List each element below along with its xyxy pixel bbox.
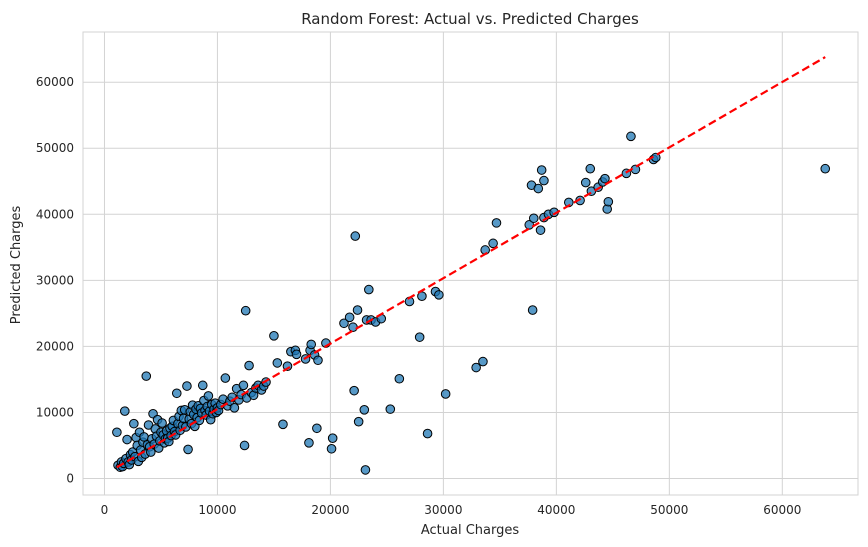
data-point [359,404,370,415]
data-point [414,332,425,342]
data-point [535,225,546,235]
data-point [229,403,240,413]
data-point [527,305,538,315]
data-point [536,165,547,175]
data-point [603,196,614,207]
data-point [600,173,610,184]
data-point [352,305,363,315]
data-point [488,238,498,249]
data-point [141,371,152,381]
data-point [491,218,502,228]
data-point [306,339,317,350]
data-point [820,163,831,174]
data-point [580,177,591,188]
data-point [171,388,182,399]
x-tick-label: 20000 [311,503,349,517]
data-point [304,438,314,448]
data-point [272,358,283,368]
x-tick-label: 10000 [198,503,236,517]
data-point [122,434,132,445]
data-point [278,419,288,430]
data-point [112,427,122,438]
x-tick-label: 30000 [424,503,462,517]
data-point [349,385,359,396]
y-tick-label: 30000 [36,273,74,287]
x-tick-label: 40000 [537,503,575,517]
data-point [183,444,193,455]
chart-title: Random Forest: Actual vs. Predicted Char… [301,10,639,28]
data-point [312,423,322,434]
data-point [220,373,231,383]
data-point [585,163,596,174]
x-tick-labels: 0 10000 20000 30000 40000 50000 60000 [101,503,802,517]
data-point [291,349,302,360]
x-tick-label: 60000 [763,503,801,517]
data-point [364,284,374,295]
y-tick-label: 10000 [36,405,74,419]
data-point [533,183,544,194]
data-point [440,389,451,399]
data-point [478,356,488,367]
data-point [326,443,337,454]
data-point [239,440,250,451]
data-point [157,418,167,428]
x-tick-label: 50000 [650,503,688,517]
y-tick-label: 40000 [36,207,74,221]
data-point [269,331,279,341]
y-tick-label: 20000 [36,339,74,353]
data-point [339,318,349,329]
data-point [350,231,361,241]
data-point [360,465,371,475]
data-point [327,433,338,443]
data-point [313,355,323,366]
data-point [471,362,481,373]
y-tick-labels: 0 10000 20000 30000 40000 50000 60000 [36,75,74,485]
data-point [182,381,192,391]
data-point [244,360,254,371]
data-point [197,380,208,391]
data-point [539,175,549,186]
data-point [422,428,433,439]
x-axis-title: Actual Charges [421,523,520,538]
y-tick-label: 50000 [36,141,74,155]
x-tick-label: 0 [101,503,109,517]
data-point [240,305,251,316]
data-point [120,406,130,416]
data-point [434,290,444,300]
data-point [145,447,156,457]
y-axis-title: Predicted Charges [9,205,24,324]
data-point [353,416,364,427]
data-point [129,418,139,429]
data-point [238,380,249,391]
reference-line [116,56,826,469]
y-tick-label: 0 [66,471,74,485]
plot-area-frame [82,31,859,496]
data-point [139,432,149,442]
data-point [528,213,539,224]
data-point [626,131,636,142]
data-point [348,322,358,333]
data-point [203,391,214,401]
data-point [394,373,405,384]
data-point [344,312,355,323]
data-point [385,404,396,414]
y-tick-label: 60000 [36,75,74,89]
